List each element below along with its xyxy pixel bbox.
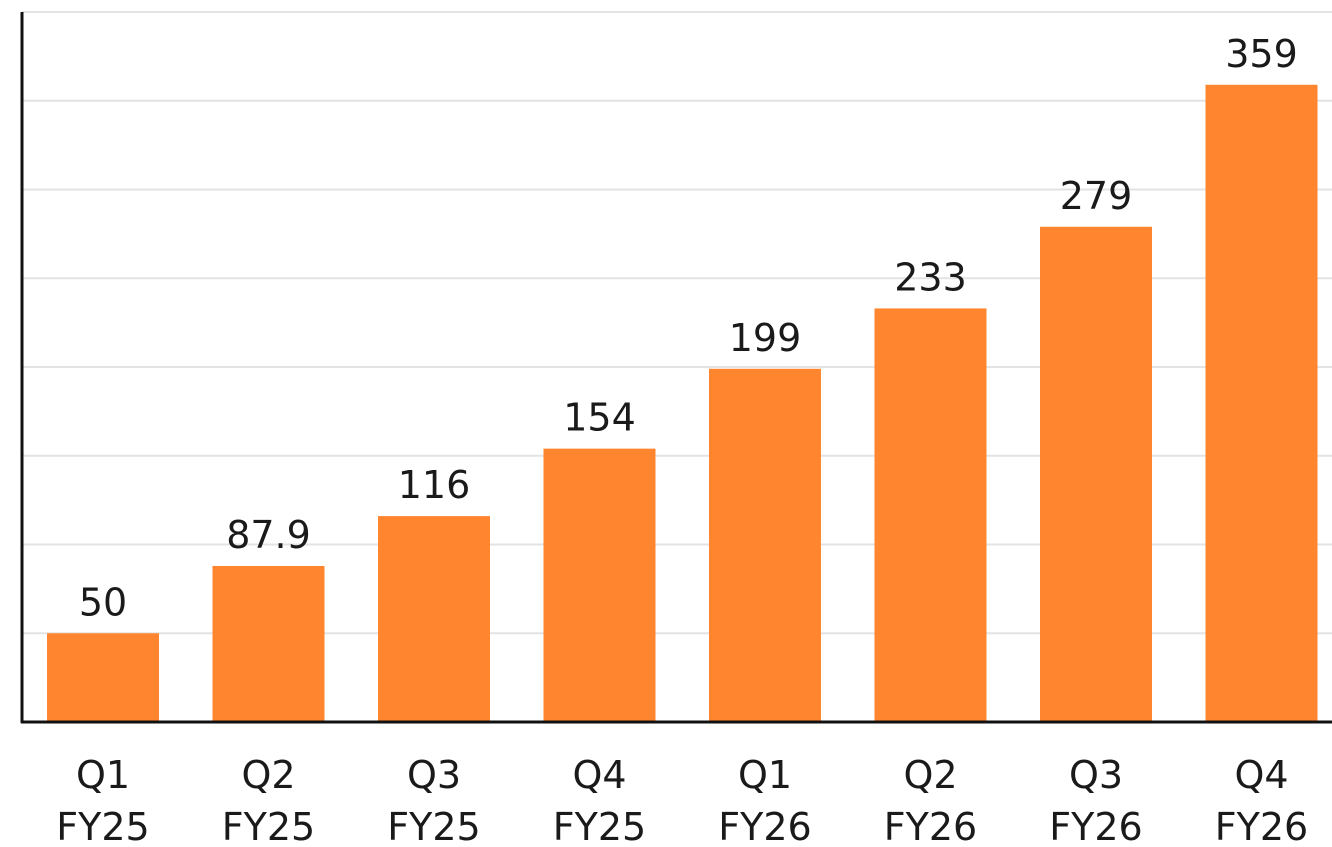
value-labels: 50 87.9 116 154 199 233 279 359 xyxy=(79,32,1298,624)
bar-value-label: 87.9 xyxy=(226,513,311,557)
x-tick-label: Q2 FY26 xyxy=(884,753,977,847)
x-tick-label-line: FY26 xyxy=(718,805,811,847)
x-tick-label-line: Q3 xyxy=(1069,753,1123,797)
x-tick-label-line: Q4 xyxy=(1234,753,1288,797)
x-tick-label: Q3 FY25 xyxy=(387,753,480,847)
x-tick-label-line: FY25 xyxy=(553,805,646,847)
x-tick-label-line: FY25 xyxy=(222,805,315,847)
gridlines xyxy=(22,11,1332,635)
x-tick-label-line: FY25 xyxy=(387,805,480,847)
bar-value-label: 279 xyxy=(1060,174,1133,218)
bar-value-label: 116 xyxy=(398,463,471,507)
x-tick-label-line: FY26 xyxy=(1049,805,1142,847)
bar xyxy=(1205,84,1318,722)
x-tick-label: Q3 FY26 xyxy=(1049,753,1142,847)
bar xyxy=(378,516,490,722)
bar-value-label: 50 xyxy=(79,580,127,624)
x-tick-label: Q4 FY26 xyxy=(1215,753,1308,847)
bar-value-label: 154 xyxy=(563,396,636,440)
bar-value-label: 359 xyxy=(1225,32,1298,76)
x-tick-label-line: Q2 xyxy=(241,753,295,797)
bar-value-label: 199 xyxy=(729,316,802,360)
x-tick-label-line: FY26 xyxy=(884,805,977,847)
x-tick-label-line: Q4 xyxy=(572,753,626,797)
x-tick-label: Q1 FY25 xyxy=(56,753,149,847)
bar xyxy=(1040,226,1152,722)
bar xyxy=(543,448,656,722)
x-tick-label-line: Q1 xyxy=(738,753,792,797)
x-tick-label: Q1 FY26 xyxy=(718,753,811,847)
bars xyxy=(47,84,1318,722)
x-tick-label-line: Q2 xyxy=(903,753,957,797)
x-tick-label: Q4 FY25 xyxy=(553,753,646,847)
bar xyxy=(874,308,987,722)
bar-value-label: 233 xyxy=(894,255,967,299)
bar xyxy=(709,368,821,722)
x-tick-label-line: Q3 xyxy=(407,753,461,797)
bar xyxy=(47,633,159,722)
x-tick-label: Q2 FY25 xyxy=(222,753,315,847)
bar xyxy=(212,565,325,722)
x-tick-label-line: Q1 xyxy=(76,753,130,797)
x-tick-label-line: FY25 xyxy=(56,805,149,847)
x-tick-labels: Q1 FY25 Q2 FY25 Q3 FY25 Q4 FY25 Q1 FY26 Q2 FY26 Q3 FY… xyxy=(56,753,1308,847)
x-tick-label-line: FY26 xyxy=(1215,805,1308,847)
